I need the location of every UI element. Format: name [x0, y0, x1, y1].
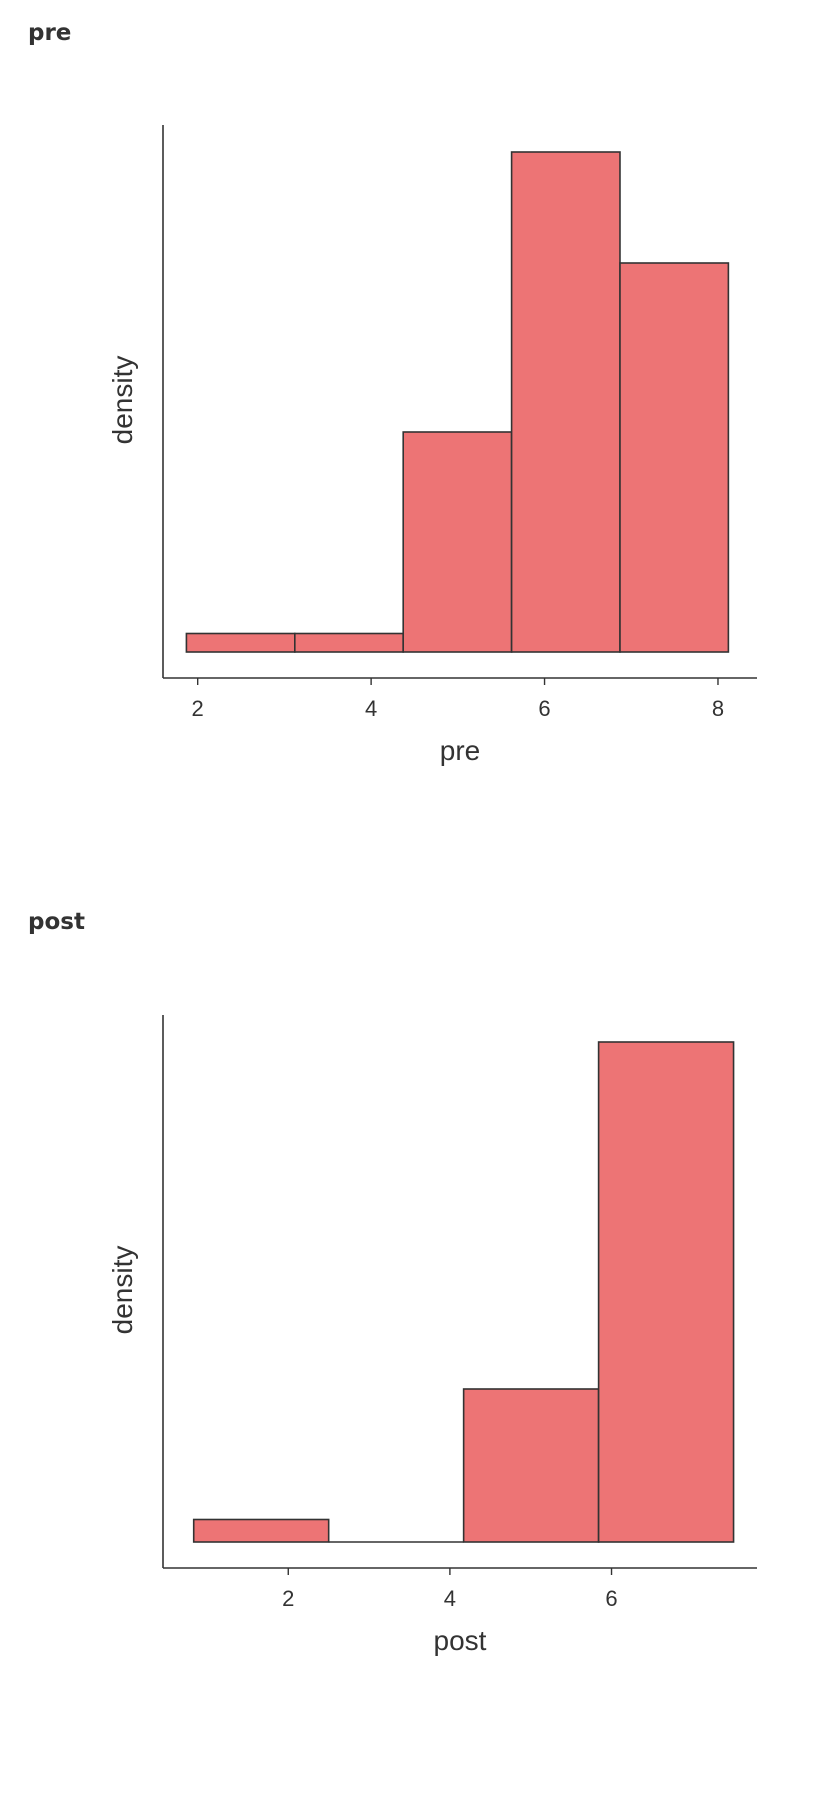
histogram-pre-svg: 2 4 6 8 pre density [107, 125, 757, 766]
x-tick-label: 6 [605, 1586, 617, 1611]
histogram-post: 2 4 6 post density [0, 985, 830, 1805]
x-tick-label: 2 [282, 1586, 294, 1611]
y-axis-label: density [107, 356, 138, 445]
histogram-bar [462, 1388, 600, 1543]
section-title-post: post [28, 909, 85, 935]
x-axis-label: pre [440, 735, 480, 766]
x-tick-label: 4 [444, 1586, 456, 1611]
histogram-bar [185, 632, 296, 653]
x-axis-label: post [434, 1625, 487, 1656]
section-title-pre: pre [28, 20, 72, 46]
histogram-bar [597, 1041, 735, 1543]
histogram-bar [510, 151, 621, 653]
histogram-post-svg: 2 4 6 post density [107, 1015, 757, 1656]
x-tick-label: 8 [712, 696, 724, 721]
histogram-bar [294, 632, 405, 653]
histogram-pre: 2 4 6 8 pre density [0, 95, 830, 915]
histogram-bar [192, 1518, 330, 1543]
x-tick-label: 6 [538, 696, 550, 721]
y-axis-label: density [107, 1246, 138, 1335]
x-tick-label: 4 [365, 696, 377, 721]
x-tick-label: 2 [192, 696, 204, 721]
histogram-bar [619, 262, 730, 653]
histogram-bar [402, 431, 513, 653]
